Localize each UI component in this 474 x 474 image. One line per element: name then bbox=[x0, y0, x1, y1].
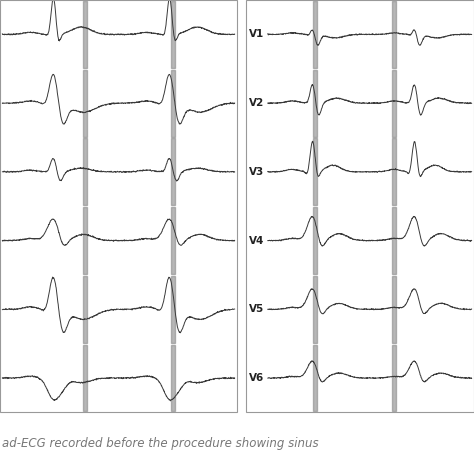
Bar bbox=[313, 70, 317, 137]
Bar bbox=[171, 345, 175, 411]
Bar bbox=[171, 1, 175, 68]
Bar bbox=[392, 138, 396, 205]
Bar bbox=[246, 0, 474, 412]
Bar bbox=[392, 207, 396, 274]
Bar bbox=[171, 276, 175, 343]
Text: V5: V5 bbox=[249, 304, 264, 314]
Bar bbox=[0, 0, 237, 412]
Bar bbox=[392, 276, 396, 343]
Text: V6: V6 bbox=[249, 373, 264, 383]
Bar bbox=[313, 138, 317, 205]
Bar bbox=[313, 276, 317, 343]
Bar bbox=[83, 207, 87, 274]
Bar bbox=[83, 138, 87, 205]
Bar bbox=[313, 207, 317, 274]
Bar bbox=[83, 1, 87, 68]
Bar bbox=[83, 276, 87, 343]
Text: ad-ECG recorded before the procedure showing sinus: ad-ECG recorded before the procedure sho… bbox=[2, 437, 319, 450]
Text: V2: V2 bbox=[249, 98, 264, 108]
Bar bbox=[392, 345, 396, 411]
Bar bbox=[83, 345, 87, 411]
Bar bbox=[392, 70, 396, 137]
Text: V4: V4 bbox=[249, 236, 264, 246]
Text: V3: V3 bbox=[249, 167, 264, 177]
Bar bbox=[171, 207, 175, 274]
Bar bbox=[392, 1, 396, 68]
Bar bbox=[171, 138, 175, 205]
Text: V1: V1 bbox=[249, 29, 264, 39]
Bar bbox=[313, 1, 317, 68]
Bar bbox=[313, 345, 317, 411]
Bar bbox=[171, 70, 175, 137]
Bar bbox=[83, 70, 87, 137]
